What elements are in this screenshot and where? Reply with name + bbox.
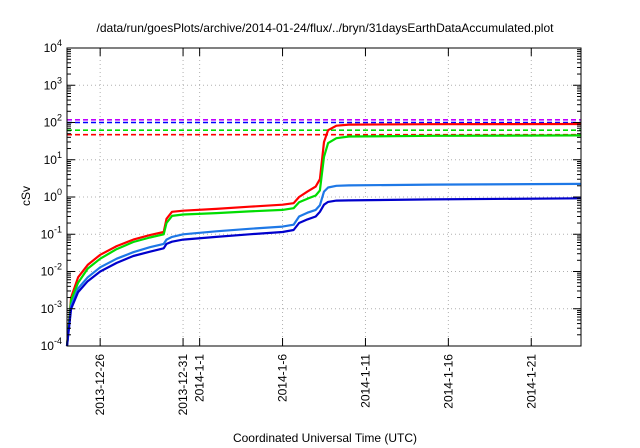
y-tick-label: 10-1 <box>41 224 62 241</box>
x-axis-title: Coordinated Universal Time (UTC) <box>233 431 417 445</box>
y-axis-title: cSv <box>19 186 33 206</box>
y-tick-label: 10-4 <box>41 336 62 353</box>
y-tick-label: 102 <box>44 113 62 130</box>
chart-title: /data/run/goesPlots/archive/2014-01-24/f… <box>97 21 555 35</box>
series-line <box>65 182 582 347</box>
y-axis: 10-4 10-3 10-2 10-1 100 101 102 103 104 <box>41 38 581 353</box>
series-line <box>65 197 582 347</box>
series-line <box>65 122 582 347</box>
y-tick-label: 101 <box>44 150 62 167</box>
x-tick-label: 2014-1-1 <box>193 354 207 402</box>
x-tick-label: 2013-12-26 <box>93 354 107 416</box>
x-tick-label: 2013-12-31 <box>176 354 190 416</box>
series-group <box>65 122 582 347</box>
y-tick-label: 100 <box>44 187 62 204</box>
y-tick-label: 103 <box>44 75 62 92</box>
x-tick-label: 2014-1-11 <box>358 354 372 408</box>
threshold-lines <box>67 119 581 136</box>
y-tick-label: 10-2 <box>41 262 62 279</box>
series-line <box>65 134 582 347</box>
grid <box>67 48 581 346</box>
x-tick-label: 2014-1-21 <box>524 354 538 409</box>
y-tick-label: 10-3 <box>41 299 62 316</box>
y-tick-label: 104 <box>44 38 62 55</box>
x-tick-label: 2014-1-16 <box>441 354 455 409</box>
x-axis: 2013-12-26 2013-12-31 2014-1-1 2014-1-6 2014… <box>93 48 538 415</box>
x-tick-label: 2014-1-6 <box>276 354 290 402</box>
